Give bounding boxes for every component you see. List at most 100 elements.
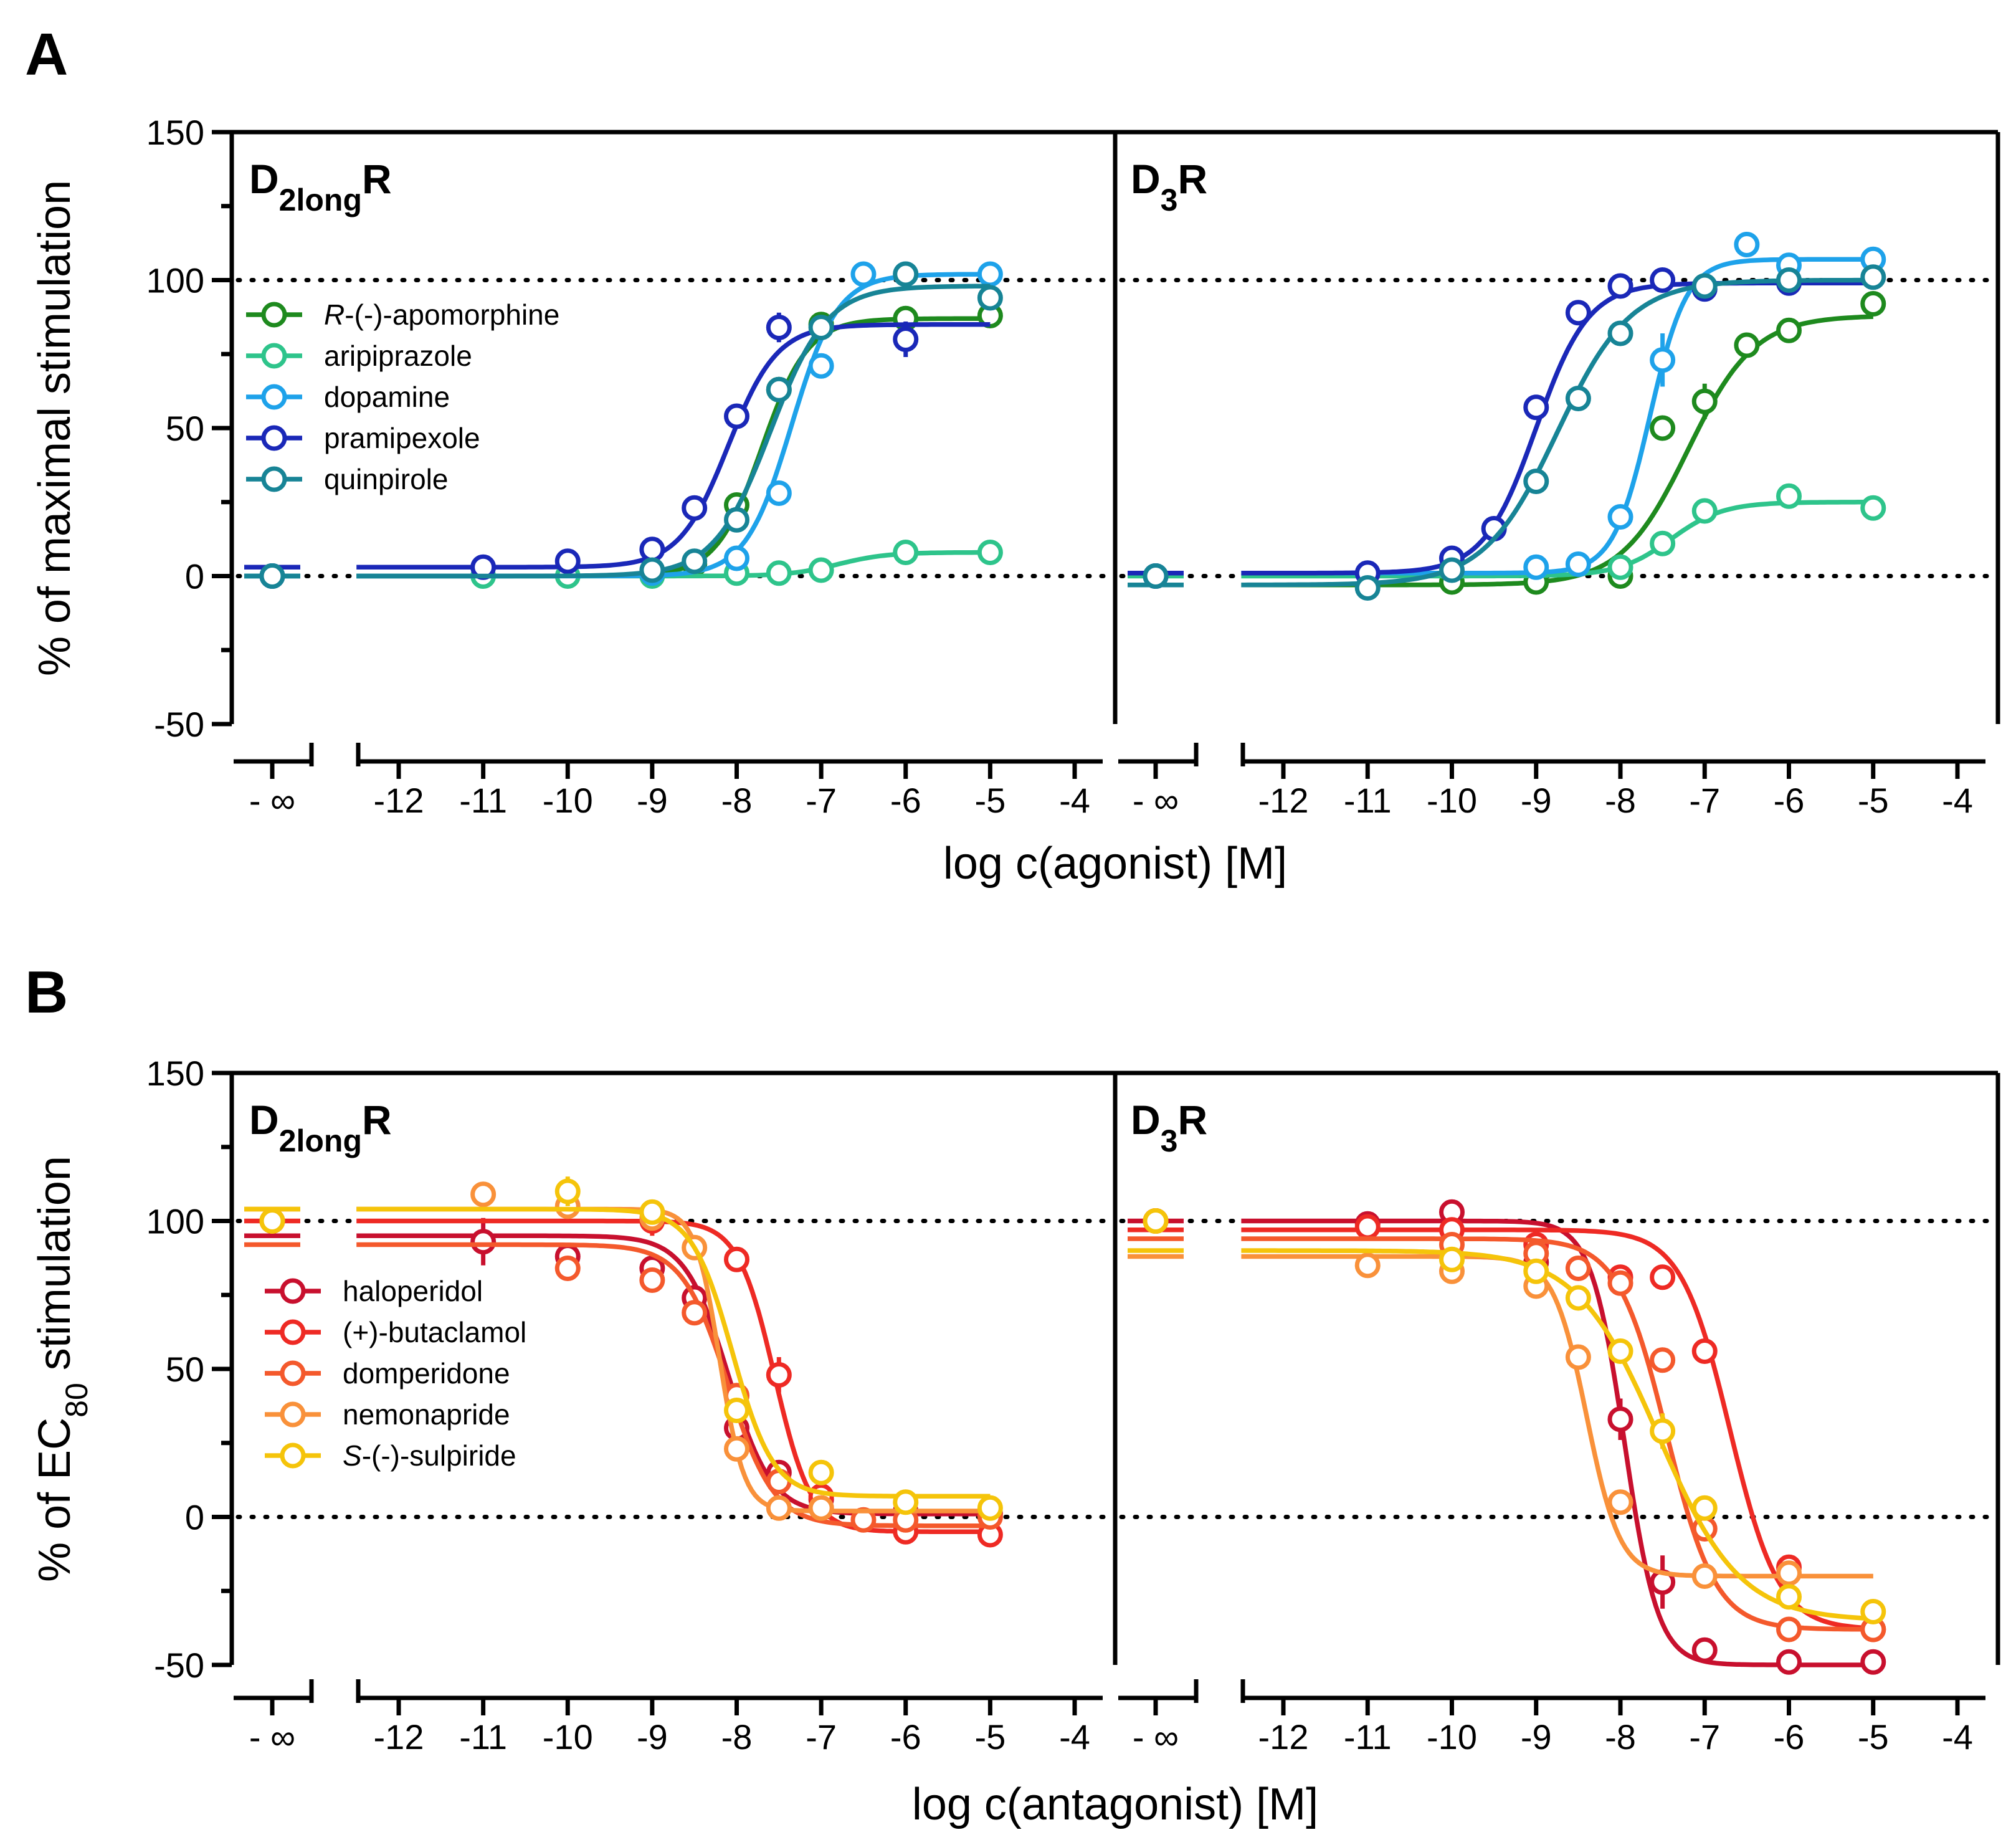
data-point <box>977 285 1003 311</box>
data-point <box>1439 557 1465 583</box>
data-point <box>639 536 665 563</box>
panel-A: A % of maximal stimulation log c(agonist) … <box>25 21 2000 889</box>
title-subscript: 2long <box>279 1123 362 1158</box>
legend-swatch-marker <box>280 1278 306 1304</box>
data-point <box>1565 1256 1591 1281</box>
data-point <box>682 1300 708 1326</box>
data-point <box>1776 483 1802 509</box>
data-point <box>766 376 792 403</box>
x-tick-label: -9 <box>1521 1717 1552 1757</box>
data-point <box>724 1246 749 1272</box>
series-nemonapride <box>1128 1208 1873 1589</box>
data-point <box>724 507 749 533</box>
x-tick-label: -12 <box>374 781 424 820</box>
data-point <box>639 557 665 583</box>
y-axis-label-part: stimulation <box>30 1156 80 1383</box>
y-tick-label: -50 <box>154 705 204 744</box>
data-point <box>724 403 749 429</box>
legend-label: quinpirole <box>324 463 448 495</box>
data-point <box>639 1199 665 1225</box>
fit-curve <box>1241 314 1873 588</box>
data-point <box>1691 388 1718 414</box>
data-point <box>1691 273 1718 299</box>
title-part: D <box>249 156 279 202</box>
legend-item-pramipexole: pramipexole <box>246 422 480 454</box>
data-point <box>1607 1270 1633 1296</box>
legend-item-R-(-)-apomorphine: R-(-)-apomorphine <box>246 298 559 331</box>
data-point <box>766 1495 792 1521</box>
legend-item-S-(-)-sulpiride: S-(-)-sulpiride <box>265 1439 516 1472</box>
data-point <box>1565 1285 1591 1311</box>
x-tick-label: -4 <box>1942 1717 1973 1757</box>
legend-item-quinpirole: quinpirole <box>246 463 448 495</box>
x-tick-label: -8 <box>721 781 753 820</box>
data-point <box>850 261 877 287</box>
x-axis-label: log c(antagonist) [M] <box>912 1780 1318 1829</box>
panel-letter: A <box>25 21 68 88</box>
title-part: D <box>249 1097 279 1143</box>
fit-curve <box>356 1233 991 1517</box>
data-point <box>1607 1489 1633 1515</box>
legend-swatch-marker <box>261 425 287 451</box>
y-tick-label: 100 <box>146 1202 204 1241</box>
legend-swatch-marker <box>261 343 287 369</box>
legend-swatch-marker <box>280 1319 306 1345</box>
series-quinpirole <box>1128 264 1886 601</box>
data-point <box>1565 551 1591 577</box>
x-tick-label: -7 <box>1689 781 1720 820</box>
x-tick-label: -6 <box>1774 781 1805 820</box>
y-axis-label-subscript: 80 <box>59 1383 94 1418</box>
x-axis: - ∞ -12 -11 -10 -9 -8 -7 -6 -5 -4 <box>1118 1679 1985 1757</box>
legend-swatch-marker <box>280 1401 306 1428</box>
x-tick-label: -6 <box>890 1717 921 1757</box>
x-tick-label: -9 <box>637 781 668 820</box>
y-axis-label: % of maximal stimulation <box>30 180 80 676</box>
data-point <box>1860 264 1886 290</box>
title-subscript: 3 <box>1161 1123 1178 1158</box>
data-point <box>1650 530 1676 556</box>
x-tick-label: -11 <box>1344 781 1392 820</box>
legend: haloperidol (+)-butaclamol domperidone nemo… <box>265 1275 526 1472</box>
subpanel-title: D3R <box>1131 156 1207 217</box>
x-tick-label: -6 <box>1774 1717 1805 1757</box>
data-point <box>1354 575 1381 601</box>
x-tick-label: -10 <box>543 781 593 820</box>
data-point-neg-inf <box>259 1208 285 1234</box>
fit-curve <box>1241 1248 1874 1621</box>
subpanel-B-D3R: D3R - ∞ -12 -11 -10 -9 -8 -7 -6 -5 -4 <box>1115 1070 2000 1757</box>
data-point <box>724 1436 749 1462</box>
legend-swatch-marker <box>261 302 287 328</box>
data-point <box>1523 394 1549 421</box>
legend-swatch-marker <box>261 384 287 410</box>
x-tick-label: -8 <box>1605 781 1636 820</box>
data-point <box>1607 504 1633 530</box>
y-axis: 150 100 50 0 -50 <box>146 1054 234 1685</box>
legend-label: domperidone <box>343 1357 510 1390</box>
data-point <box>1354 1214 1381 1240</box>
data-point <box>1860 291 1886 317</box>
legend: R-(-)-apomorphine aripiprazole dopamine pra… <box>246 298 559 495</box>
x-axis: - ∞ -12 -11 -10 -9 -8 -7 -6 -5 -4 <box>234 1679 1103 1757</box>
legend-swatch-marker <box>280 1442 306 1469</box>
data-point <box>1607 1406 1633 1433</box>
y-tick-label: 50 <box>166 1350 204 1389</box>
title-part: R <box>1177 1097 1207 1143</box>
series-quinpirole <box>244 261 1003 589</box>
subpanel-A-D3R: D3R - ∞ -12 -11 -10 -9 -8 -7 -6 -5 -4 <box>1115 130 2000 820</box>
x-tick-label: -5 <box>1858 781 1889 820</box>
data-point <box>977 540 1003 565</box>
series-S-(-)-sulpiride <box>244 1176 1003 1521</box>
y-axis-label: % of EC80 stimulation <box>30 1156 94 1582</box>
data-point <box>470 1181 497 1208</box>
x-tick-label: -4 <box>1059 1717 1090 1757</box>
data-point <box>808 1459 834 1485</box>
data-point <box>1860 1649 1886 1675</box>
subpanel-A-D2longR: D2longR- ∞ -12 -11 -10 -9 -8 -7 -6 -5 -4R-(-)-apo… <box>232 130 1118 820</box>
legend-item-haloperidol: haloperidol <box>265 1275 483 1307</box>
data-point <box>977 1495 1003 1521</box>
x-tick-label: -11 <box>459 781 507 820</box>
legend-label: aripiprazole <box>324 340 472 372</box>
data-point <box>1691 1495 1718 1521</box>
data-point <box>724 1398 749 1423</box>
x-tick-label: -12 <box>374 1717 424 1757</box>
